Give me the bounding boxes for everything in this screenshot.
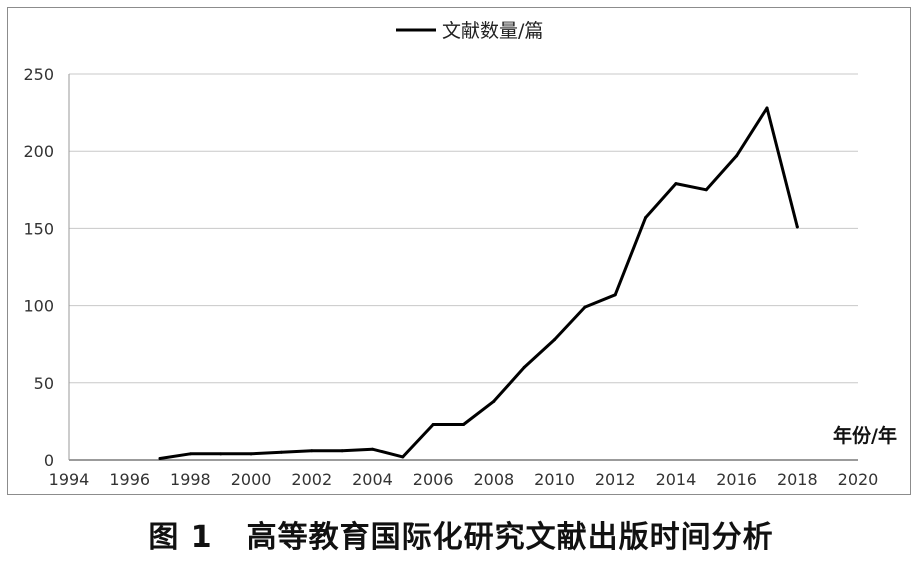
data-point (158, 456, 162, 460)
data-point (492, 399, 496, 403)
x-tick-label: 2020 (838, 470, 879, 489)
x-tick-label: 2008 (473, 470, 514, 489)
x-tick-label: 2002 (291, 470, 332, 489)
grid-lines (68, 73, 858, 461)
x-tick-label: 2012 (595, 470, 636, 489)
data-point (795, 225, 799, 229)
data-point (583, 305, 587, 309)
data-point (462, 422, 465, 426)
data-point (765, 106, 769, 110)
x-tick-label: 2016 (716, 470, 757, 489)
x-tick-label: 2000 (231, 470, 272, 489)
figure-number: 图 1 (148, 520, 213, 555)
x-tick-label: 2014 (656, 470, 697, 489)
figure-caption: 图 1 高等教育国际化研究文献出版时间分析 (0, 512, 922, 556)
series-line (158, 106, 799, 460)
data-point (219, 452, 223, 456)
chart-frame (7, 7, 911, 495)
legend-label: 文献数量/篇 (442, 20, 543, 42)
data-point (431, 422, 435, 426)
y-tick-label: 250 (23, 65, 54, 84)
data-point (188, 452, 192, 456)
data-point (401, 455, 405, 459)
x-tick-label: 1994 (49, 470, 90, 489)
y-tick-label: 150 (23, 219, 54, 238)
y-tick-label: 50 (34, 374, 54, 393)
legend: 文献数量/篇 (396, 20, 543, 42)
data-point (340, 449, 344, 453)
x-axis-ticks: 1994 1996 1998 2000 2002 2004 2006 2008 2010 2012… (49, 470, 879, 489)
data-point (310, 449, 314, 453)
x-tick-label: 1996 (109, 470, 150, 489)
data-point (704, 188, 708, 192)
y-axis-ticks: 0 50 100 150 200 250 (23, 65, 54, 470)
x-tick-label: 2010 (534, 470, 575, 489)
data-point (613, 293, 617, 297)
x-axis-label: 年份/年 (833, 424, 897, 447)
y-tick-label: 0 (44, 451, 54, 470)
series-group (158, 106, 799, 460)
data-point (249, 452, 253, 456)
y-tick-label: 200 (23, 142, 54, 161)
line-chart: 0 50 100 150 200 250 1994 1996 1998 2000 2002 2004… (23, 20, 897, 489)
y-tick-label: 100 (23, 297, 54, 316)
figure-title: 高等教育国际化研究文献出版时间分析 (246, 520, 774, 555)
data-point (735, 154, 739, 158)
data-point (370, 447, 374, 451)
data-point (279, 450, 283, 454)
x-tick-label: 2004 (352, 470, 393, 489)
x-tick-label: 2006 (413, 470, 454, 489)
data-point (644, 216, 648, 220)
x-tick-label: 2018 (777, 470, 818, 489)
x-tick-label: 1998 (170, 470, 211, 489)
data-point (522, 365, 526, 369)
data-point (674, 182, 678, 186)
data-point (553, 338, 557, 342)
